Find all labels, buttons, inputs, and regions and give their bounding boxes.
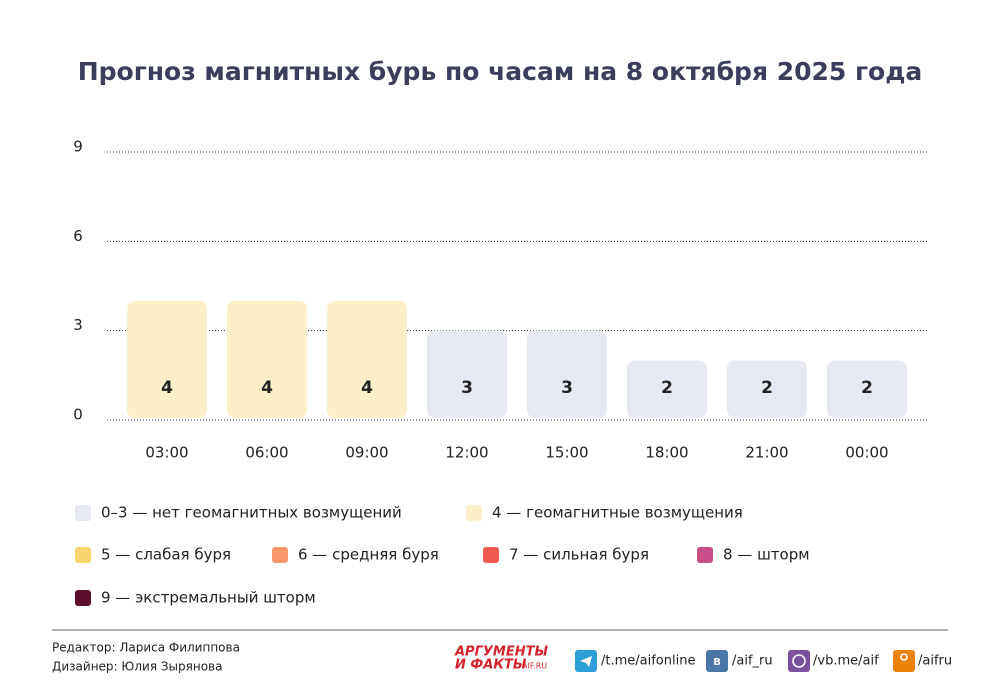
legend-swatch bbox=[466, 505, 482, 521]
x-tick-label: 09:00 bbox=[345, 444, 388, 462]
legend-label: 7 — сильная буря bbox=[509, 546, 649, 564]
y-tick-label: 9 bbox=[73, 138, 83, 156]
viber-glyph bbox=[792, 654, 806, 668]
legend-label: 5 — слабая буря bbox=[101, 546, 231, 564]
logo: АРГУМЕНТЫ bbox=[454, 645, 548, 660]
data-label: 4 bbox=[261, 378, 273, 398]
y-tick-label: 0 bbox=[73, 406, 83, 424]
data-label: 3 bbox=[561, 378, 573, 398]
legend-label: 9 — экстремальный шторм bbox=[101, 589, 316, 607]
x-tick-label: 12:00 bbox=[445, 444, 488, 462]
x-tick-label: 06:00 bbox=[245, 444, 288, 462]
chart-title: Прогноз магнитных бурь по часам на 8 окт… bbox=[78, 57, 923, 86]
bar bbox=[827, 360, 907, 418]
social-link[interactable]: /aif_ru bbox=[732, 654, 773, 669]
bar bbox=[427, 330, 507, 418]
social-link[interactable]: /aifru bbox=[918, 654, 952, 669]
legend-swatch bbox=[272, 547, 288, 563]
data-label: 4 bbox=[361, 378, 373, 398]
logo: И ФАКТЫ bbox=[455, 658, 527, 673]
y-tick-label: 6 bbox=[73, 227, 83, 245]
data-label: 2 bbox=[661, 378, 673, 398]
x-tick-label: 03:00 bbox=[145, 444, 188, 462]
social-link[interactable]: /t.me/aifonline bbox=[601, 654, 695, 669]
legend-swatch bbox=[75, 505, 91, 521]
bar bbox=[727, 360, 807, 418]
data-label: 2 bbox=[861, 378, 873, 398]
legend-swatch bbox=[697, 547, 713, 563]
legend-label: 4 — геомагнитные возмущения bbox=[492, 504, 743, 522]
legend-swatch bbox=[75, 547, 91, 563]
telegram-glyph bbox=[580, 656, 592, 667]
x-tick-label: 18:00 bbox=[645, 444, 688, 462]
vk-icon bbox=[706, 650, 728, 672]
data-label: 4 bbox=[161, 378, 173, 398]
y-tick-label: 3 bbox=[73, 316, 83, 334]
bar bbox=[227, 300, 307, 418]
x-tick-label: 00:00 bbox=[845, 444, 888, 462]
legend-swatch bbox=[75, 590, 91, 606]
bar bbox=[127, 300, 207, 418]
bar bbox=[327, 300, 407, 418]
editor: Редактор: Лариса Филиппова bbox=[52, 641, 240, 655]
data-label: 2 bbox=[761, 378, 773, 398]
logo-site: AIF.RU bbox=[522, 662, 547, 671]
bar bbox=[527, 330, 607, 418]
x-tick-label: 15:00 bbox=[545, 444, 588, 462]
ok-glyph bbox=[900, 653, 908, 661]
viber-icon bbox=[788, 650, 810, 672]
legend-label: 8 — шторм bbox=[723, 546, 810, 564]
x-tick-label: 21:00 bbox=[745, 444, 788, 462]
bar bbox=[627, 360, 707, 418]
data-label: 3 bbox=[461, 378, 473, 398]
vk-glyph: В bbox=[713, 657, 721, 668]
legend-label: 0–3 — нет геомагнитных возмущений bbox=[101, 504, 402, 522]
ok-icon bbox=[893, 650, 915, 672]
social-link[interactable]: /vb.me/aif bbox=[813, 654, 879, 669]
legend-swatch bbox=[483, 547, 499, 563]
designer: Дизайнер: Юлия Зырянова bbox=[52, 660, 222, 674]
legend-label: 6 — средняя буря bbox=[298, 546, 439, 564]
